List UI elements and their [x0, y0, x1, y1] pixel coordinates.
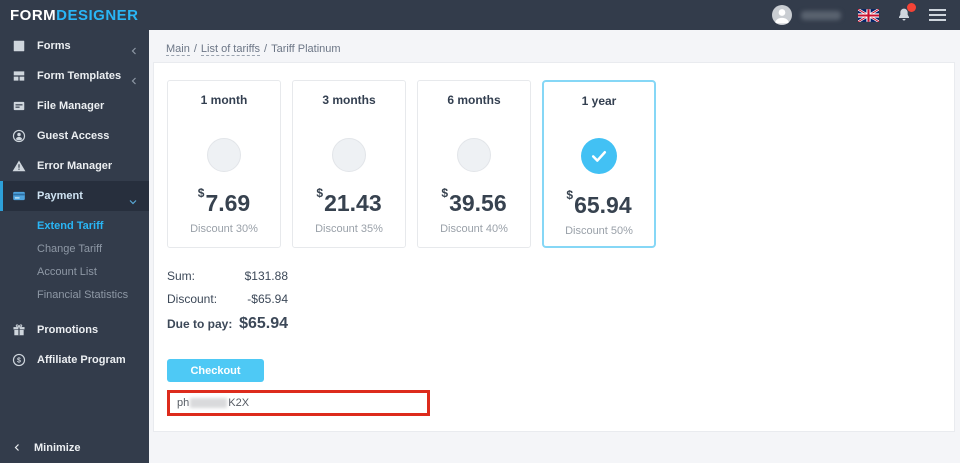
currency-symbol: $ [197, 186, 205, 200]
due-to-pay-value: $65.94 [239, 315, 288, 332]
tariff-price: $21.43 [316, 186, 382, 216]
notification-badge [907, 3, 916, 12]
chevron-down-icon [129, 192, 137, 210]
form-templates-icon [12, 69, 26, 83]
tariff-discount: Discount 40% [440, 223, 508, 235]
tariff-price: $65.94 [566, 188, 632, 218]
currency-symbol: $ [441, 186, 449, 200]
logo-part-1: FORM [10, 6, 57, 24]
chevron-left-icon [131, 72, 137, 90]
tariff-discount: Discount 50% [565, 225, 633, 237]
sidebar-item-form-templates[interactable]: Form Templates [0, 61, 149, 91]
header-actions [772, 3, 960, 25]
tariff-panel: 1 month $7.69 Discount 30% 3 months $21.… [153, 62, 955, 432]
sidebar-item-payment[interactable]: Payment [0, 181, 149, 211]
svg-text:$: $ [17, 358, 21, 365]
sidebar-item-label: Error Manager [37, 160, 113, 172]
tariff-title: 6 months [447, 93, 501, 107]
minimize-label: Minimize [34, 442, 81, 454]
main-content: Main / List of tariffs / Tariff Platinum 1 m… [149, 30, 960, 463]
sidebar-item-file-manager[interactable]: File Manager [0, 91, 149, 121]
sidebar-item-label: Promotions [37, 324, 99, 336]
breadcrumb-link-list-of-tariffs[interactable]: List of tariffs [200, 43, 261, 56]
currency-symbol: $ [316, 186, 324, 200]
breadcrumb-separator: / [193, 43, 197, 55]
uk-flag-icon[interactable] [858, 8, 879, 22]
tariff-price: $7.69 [197, 186, 251, 216]
tariff-card-3-months[interactable]: 3 months $21.43 Discount 35% [292, 80, 406, 248]
checkout-button[interactable]: Checkout [167, 359, 264, 382]
promo-code-field-highlighted[interactable]: ph K2X [167, 390, 430, 416]
summary-row-sum: Sum: $131.88 [167, 269, 288, 283]
promo-code-suffix: K2X [228, 397, 250, 409]
sidebar-subitem-extend-tariff[interactable]: Extend Tariff [37, 220, 104, 232]
chevron-left-icon [14, 439, 20, 457]
sidebar-item-label: Affiliate Program [37, 354, 126, 366]
radio-unselected-icon [457, 138, 491, 172]
forms-icon [12, 39, 26, 53]
breadcrumb-current: Tariff Platinum [271, 43, 341, 55]
file-manager-icon [12, 99, 26, 113]
sidebar-item-label: Guest Access [37, 130, 110, 142]
radio-selected-check-icon [581, 138, 617, 174]
tariff-card-6-months[interactable]: 6 months $39.56 Discount 40% [417, 80, 531, 248]
radio-unselected-icon [207, 138, 241, 172]
tariff-card-1-year-selected[interactable]: 1 year $65.94 Discount 50% [542, 80, 656, 248]
affiliate-program-icon: $ [12, 353, 26, 367]
breadcrumb-separator: / [264, 43, 268, 55]
user-name-redacted[interactable] [801, 10, 841, 20]
tariff-discount: Discount 30% [190, 223, 258, 235]
discount-label: Discount: [167, 292, 218, 306]
tariff-title: 1 year [581, 94, 617, 108]
sum-value: $131.88 [244, 269, 288, 283]
sidebar-item-label: Payment [37, 190, 83, 202]
user-avatar-icon[interactable] [772, 5, 792, 25]
sidebar-item-guest-access[interactable]: Guest Access [0, 121, 149, 151]
summary-row-discount: Discount: -$65.94 [167, 292, 288, 306]
promo-code-redacted-middle [190, 398, 228, 408]
sidebar-subitem-financial-statistics[interactable]: Financial Statistics [37, 289, 129, 301]
currency-symbol: $ [566, 188, 574, 202]
app-header: FORMDESIGNER [0, 0, 960, 30]
breadcrumb: Main / List of tariffs / Tariff Platinum [149, 30, 960, 56]
notifications-bell-icon[interactable] [896, 3, 916, 23]
discount-value: -$65.94 [247, 292, 288, 306]
tariff-cards: 1 month $7.69 Discount 30% 3 months $21.… [167, 80, 944, 248]
sidebar-item-label: File Manager [37, 100, 105, 112]
error-manager-icon [12, 159, 26, 173]
sidebar-item-affiliate-program[interactable]: $ Affiliate Program [0, 345, 149, 375]
payment-submenu: Extend Tariff Change Tariff Account List… [0, 211, 149, 315]
sidebar-minimize-button[interactable]: Minimize [0, 433, 149, 463]
promo-code-prefix: ph [177, 397, 190, 409]
tariff-title: 1 month [200, 93, 248, 107]
breadcrumb-link-main[interactable]: Main [166, 43, 190, 56]
sidebar-nav: Forms Form Templates File Manager [0, 30, 149, 375]
sidebar-item-label: Form Templates [37, 70, 122, 82]
logo-part-2: DESIGNER [56, 6, 139, 24]
guest-access-icon [12, 129, 26, 143]
summary-row-due-to-pay: Due to pay: $65.94 [167, 315, 288, 333]
sidebar: Forms Form Templates File Manager [0, 30, 149, 463]
menu-icon[interactable] [929, 9, 946, 21]
sidebar-subitem-change-tariff[interactable]: Change Tariff [37, 243, 103, 255]
promotions-icon [12, 323, 26, 337]
tariff-discount: Discount 35% [315, 223, 383, 235]
app-logo[interactable]: FORMDESIGNER [0, 7, 139, 24]
chevron-left-icon [131, 42, 137, 60]
tariff-price: $39.56 [441, 186, 507, 216]
tariff-title: 3 months [322, 93, 376, 107]
radio-unselected-icon [332, 138, 366, 172]
payment-icon [12, 189, 26, 203]
tariff-card-1-month[interactable]: 1 month $7.69 Discount 30% [167, 80, 281, 248]
sidebar-subitem-account-list[interactable]: Account List [37, 266, 97, 278]
sidebar-item-label: Forms [37, 40, 71, 52]
sidebar-item-forms[interactable]: Forms [0, 31, 149, 61]
due-to-pay-label: Due to pay: [167, 317, 233, 331]
sidebar-item-promotions[interactable]: Promotions [0, 315, 149, 345]
order-summary: Sum: $131.88 Discount: -$65.94 Due to pa… [167, 269, 288, 333]
sum-label: Sum: [167, 269, 196, 283]
sidebar-item-error-manager[interactable]: Error Manager [0, 151, 149, 181]
